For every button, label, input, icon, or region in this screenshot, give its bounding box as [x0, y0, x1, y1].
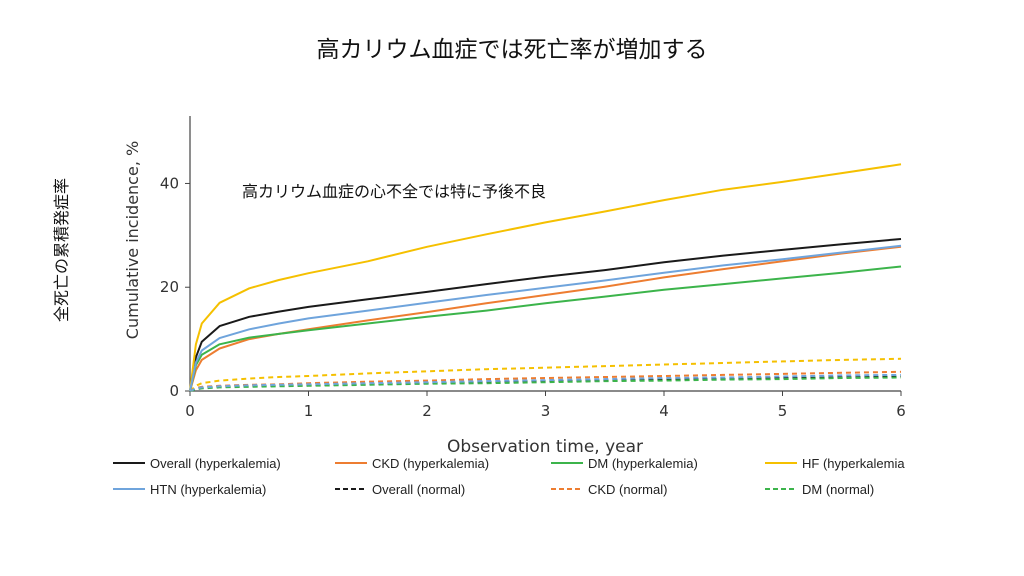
legend-swatch: [335, 462, 367, 464]
legend-item: DM (hyperkalemia): [550, 452, 698, 474]
legend-label: CKD (normal): [588, 481, 668, 497]
legend-label: HF (hyperkalemia: [802, 455, 905, 471]
legend-item: Overall (normal): [334, 478, 465, 500]
chart-legend: Overall (hyperkalemia) CKD (hyperkalemia)…: [112, 452, 922, 504]
legend-item: Overall (hyperkalemia): [112, 452, 281, 474]
legend-item: CKD (hyperkalemia): [334, 452, 489, 474]
legend-item: HF (hyperkalemia: [764, 452, 905, 474]
legend-swatch: [113, 462, 145, 464]
legend-swatch: [551, 488, 583, 490]
legend-label: Overall (hyperkalemia): [150, 455, 281, 471]
legend-item: HTN (hyperkalemia): [112, 478, 266, 500]
series-line-dm-hyperkalemia: [189, 265, 902, 392]
series-line-overall-hyperkalemia: [189, 238, 902, 392]
legend-label: CKD (hyperkalemia): [372, 455, 490, 471]
chart-series: [189, 163, 902, 392]
series-line-hf-hyperkalemia: [189, 163, 902, 392]
y-tick-label: 20: [160, 278, 179, 296]
legend-label: DM (hyperkalemia): [588, 455, 698, 471]
x-tick-label: 5: [778, 402, 788, 420]
legend-swatch: [335, 488, 367, 490]
legend-label: HTN (hyperkalemia): [150, 481, 267, 497]
legend-swatch: [765, 462, 797, 464]
chart-axes: [185, 116, 902, 396]
x-tick-label: 1: [304, 402, 314, 420]
series-line-htn-normal: [189, 373, 902, 392]
series-line-hf-normal: [189, 357, 902, 392]
legend-label: DM (normal): [802, 481, 875, 497]
x-tick-label: 0: [185, 402, 195, 420]
x-tick-label: 6: [896, 402, 906, 420]
legend-item: CKD (normal): [550, 478, 667, 500]
slide-title: 高カリウム血症では死亡率が増加する: [316, 37, 708, 63]
series-line-htn-hyperkalemia: [189, 244, 902, 392]
y-tick-label: 0: [169, 382, 179, 400]
x-tick-label: 4: [659, 402, 669, 420]
legend-item: DM (normal): [764, 478, 874, 500]
series-line-ckd-normal: [189, 370, 902, 392]
x-axis-label: Observation time, year: [447, 437, 643, 457]
chart-annotation: 高カリウム血症の心不全では特に予後不良: [242, 182, 546, 201]
series-line-dm-normal: [189, 376, 902, 392]
legend-swatch: [113, 488, 145, 490]
y-tick-label: 40: [160, 174, 179, 192]
legend-swatch: [765, 488, 797, 490]
legend-swatch: [551, 462, 583, 464]
y-axis-label: Cumulative incidence, %: [123, 141, 142, 339]
x-tick-label: 3: [541, 402, 551, 420]
x-tick-label: 2: [422, 402, 432, 420]
legend-label: Overall (normal): [372, 481, 466, 497]
series-line-ckd-hyperkalemia: [189, 245, 902, 392]
chart-tick-labels: 0 1 2 3 4 5 6 0 20 40: [160, 174, 906, 420]
